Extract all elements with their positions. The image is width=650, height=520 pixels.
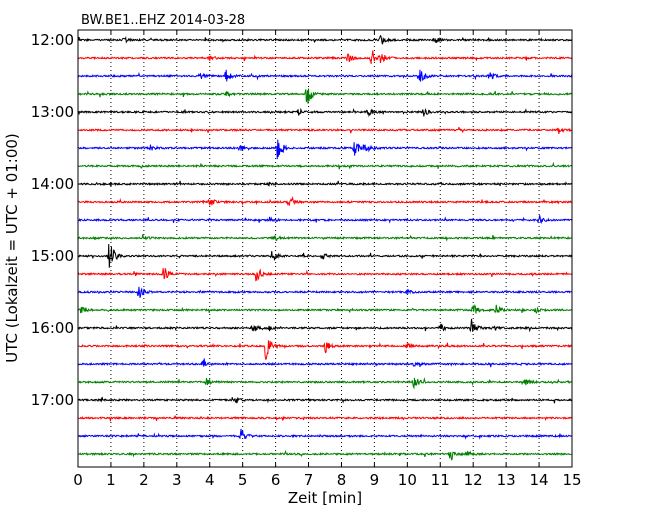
- x-tick-label: 0: [73, 471, 83, 489]
- trace-1200: [77, 34, 573, 45]
- x-tick-label: 3: [172, 471, 182, 489]
- trace-1530: [77, 286, 573, 298]
- trace-1645: [77, 377, 573, 390]
- trace-1400: [77, 180, 573, 187]
- trace-1215: [77, 50, 573, 64]
- x-tick-label: 1: [106, 471, 116, 489]
- x-axis-label: Zeit [min]: [288, 489, 362, 507]
- trace-1545: [77, 304, 573, 314]
- y-tick-label: 13:00: [31, 103, 74, 121]
- trace-group: [77, 34, 573, 461]
- trace-1430: [77, 215, 573, 224]
- x-tick-label: 12: [464, 471, 483, 489]
- y-tick-label: 17:00: [31, 391, 74, 409]
- y-tick-label: 14:00: [31, 175, 74, 193]
- y-tick-label: 12:00: [31, 31, 74, 49]
- x-tick-label: 6: [271, 471, 281, 489]
- trace-1745: [77, 449, 573, 461]
- trace-1330: [77, 139, 573, 160]
- x-tick-label: 5: [238, 471, 248, 489]
- trace-1615: [77, 340, 573, 360]
- x-tick-label: 7: [304, 471, 314, 489]
- x-tick-label: 11: [431, 471, 450, 489]
- trace-1715: [77, 415, 573, 422]
- x-tick-label: 10: [398, 471, 417, 489]
- vertical-grid: [110, 30, 540, 467]
- trace-1700: [77, 396, 573, 404]
- trace-1630: [77, 358, 573, 368]
- plot-frame: [77, 29, 573, 468]
- chart-title: BW.BE1..EHZ 2014-03-28: [81, 13, 245, 28]
- axis-ticks: 0 1 2 3 4 5 6 7 8 9 10 11 12 13 14 1512:0013:0014:0015:…: [31, 30, 582, 489]
- x-tick-label: 4: [205, 471, 215, 489]
- trace-1515: [77, 268, 573, 282]
- x-tick-label: 8: [337, 471, 347, 489]
- trace-1600: [77, 318, 573, 333]
- trace-1230: [77, 69, 573, 82]
- trace-1300: [77, 107, 573, 118]
- trace-1315: [77, 127, 573, 135]
- trace-1345: [77, 161, 573, 170]
- x-tick-label: 15: [562, 471, 581, 489]
- x-tick-label: 14: [530, 471, 549, 489]
- trace-1445: [77, 234, 573, 242]
- y-axis-label: UTC (Lokalzeit = UTC + 01:00): [3, 133, 21, 363]
- y-tick-label: 15:00: [31, 247, 74, 265]
- x-tick-label: 2: [139, 471, 149, 489]
- trace-1415: [77, 195, 573, 207]
- x-tick-label: 13: [497, 471, 516, 489]
- trace-1730: [77, 428, 573, 440]
- x-tick-label: 9: [370, 471, 380, 489]
- y-tick-label: 16:00: [31, 319, 74, 337]
- trace-1245: [77, 88, 573, 104]
- trace-1500: [77, 244, 573, 268]
